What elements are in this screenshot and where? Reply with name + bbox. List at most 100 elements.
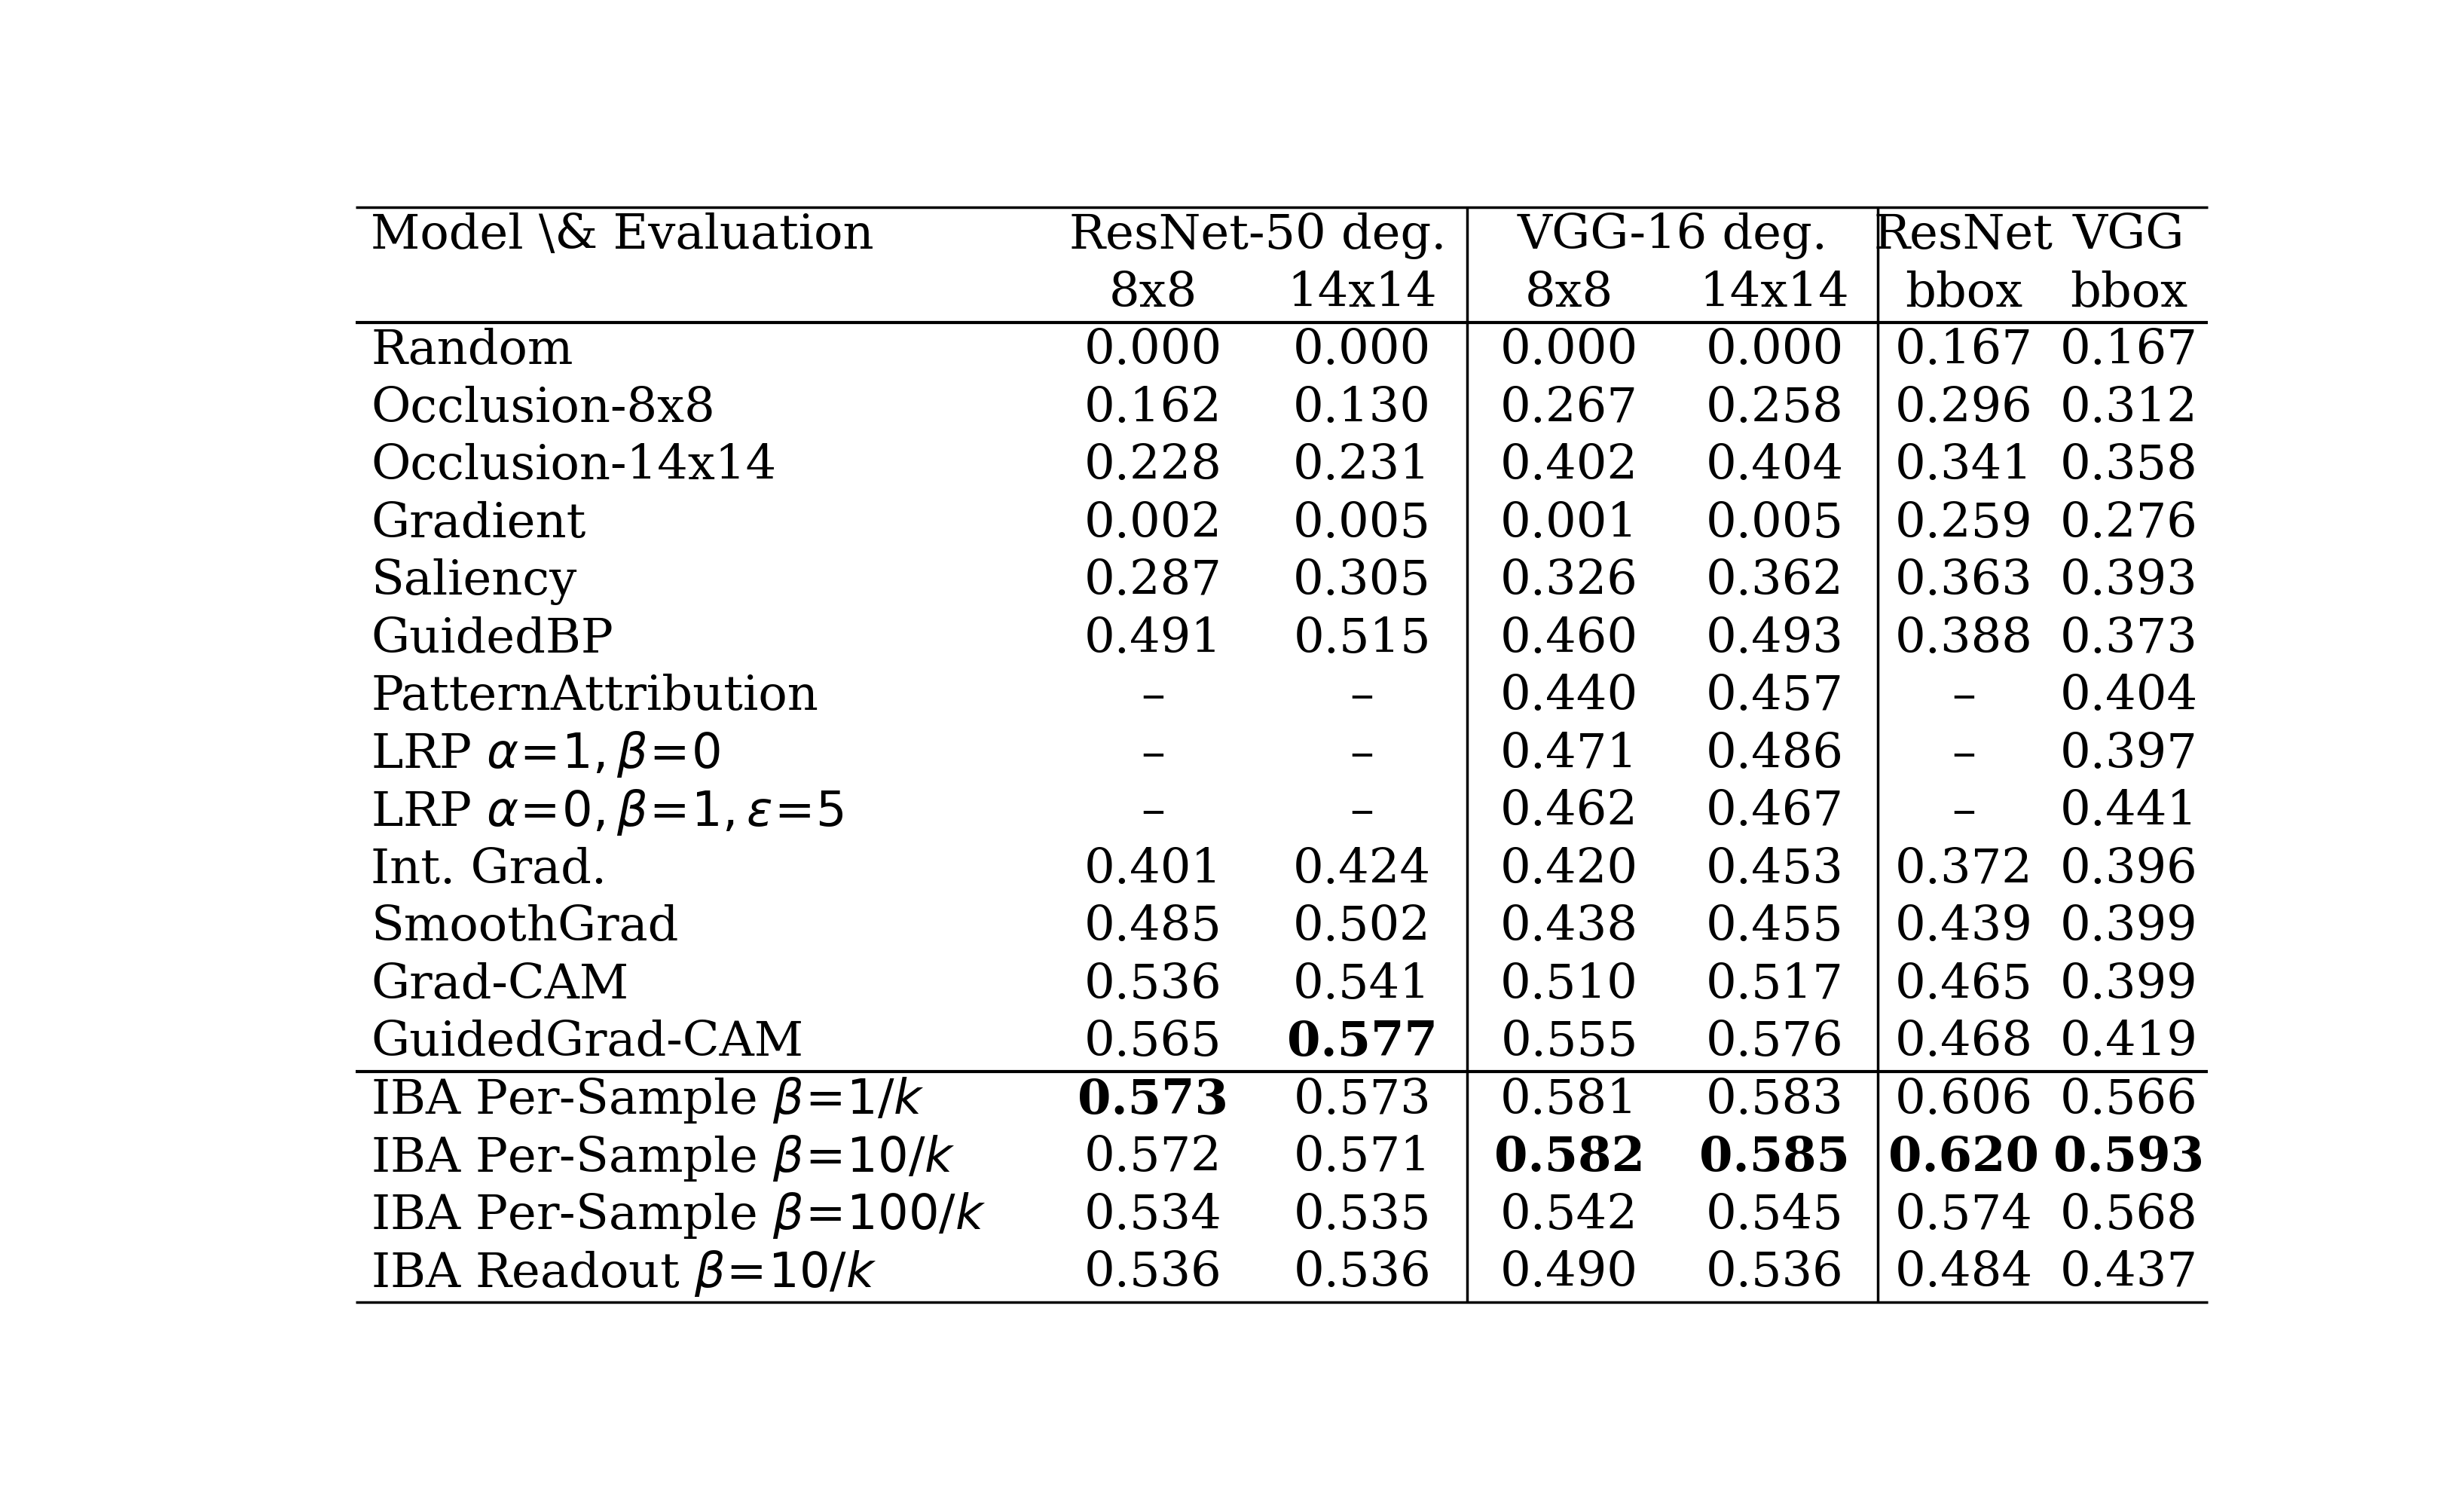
- Text: 0.566: 0.566: [2060, 1077, 2198, 1123]
- Text: 0.457: 0.457: [1705, 673, 1843, 719]
- Text: 0.001: 0.001: [1501, 501, 1639, 547]
- Text: 0.541: 0.541: [1294, 961, 1432, 1008]
- Text: 0.404: 0.404: [2060, 673, 2198, 719]
- Text: 0.545: 0.545: [1705, 1192, 1843, 1238]
- Text: 0.581: 0.581: [1501, 1077, 1639, 1123]
- Text: 0.401: 0.401: [1084, 847, 1222, 893]
- Text: PatternAttribution: PatternAttribution: [372, 673, 818, 719]
- Text: 0.424: 0.424: [1294, 847, 1432, 893]
- Text: Grad-CAM: Grad-CAM: [372, 961, 628, 1008]
- Text: 0.305: 0.305: [1294, 559, 1432, 605]
- Text: 0.397: 0.397: [2060, 731, 2198, 777]
- Text: bbox: bbox: [1905, 270, 2023, 317]
- Text: –: –: [1350, 731, 1375, 777]
- Text: 0.490: 0.490: [1501, 1250, 1639, 1296]
- Text: Gradient: Gradient: [372, 501, 586, 547]
- Text: 0.372: 0.372: [1895, 847, 2033, 893]
- Text: Saliency: Saliency: [372, 559, 577, 605]
- Text: 0.167: 0.167: [1895, 328, 2033, 374]
- Text: 0.555: 0.555: [1501, 1019, 1639, 1065]
- Text: 0.388: 0.388: [1895, 617, 2033, 663]
- Text: 0.373: 0.373: [2060, 617, 2198, 663]
- Text: 0.568: 0.568: [2060, 1192, 2198, 1238]
- Text: –: –: [1350, 673, 1375, 719]
- Text: Model \& Evaluation: Model \& Evaluation: [372, 212, 875, 259]
- Text: 14x14: 14x14: [1286, 270, 1437, 317]
- Text: LRP $\alpha\!=\!1, \beta\!=\!0$: LRP $\alpha\!=\!1, \beta\!=\!0$: [372, 730, 719, 779]
- Text: 0.276: 0.276: [2060, 501, 2198, 547]
- Text: 0.510: 0.510: [1501, 961, 1639, 1008]
- Text: GuidedGrad-CAM: GuidedGrad-CAM: [372, 1019, 803, 1065]
- Text: 0.462: 0.462: [1501, 789, 1639, 835]
- Text: 0.440: 0.440: [1501, 673, 1639, 719]
- Text: 8x8: 8x8: [1109, 270, 1198, 317]
- Text: 0.259: 0.259: [1895, 501, 2033, 547]
- Text: Occlusion-8x8: Occlusion-8x8: [372, 386, 715, 431]
- Text: 0.000: 0.000: [1294, 328, 1432, 374]
- Text: 0.312: 0.312: [2060, 386, 2198, 431]
- Text: 0.460: 0.460: [1501, 617, 1639, 663]
- Text: 0.577: 0.577: [1286, 1019, 1437, 1065]
- Text: IBA Per-Sample $\beta\!=\!10/k$: IBA Per-Sample $\beta\!=\!10/k$: [372, 1132, 956, 1183]
- Text: 0.399: 0.399: [2060, 905, 2198, 951]
- Text: SmoothGrad: SmoothGrad: [372, 905, 678, 951]
- Text: 0.582: 0.582: [1493, 1135, 1643, 1181]
- Text: 0.465: 0.465: [1895, 961, 2033, 1008]
- Text: 0.000: 0.000: [1084, 328, 1222, 374]
- Text: 0.576: 0.576: [1705, 1019, 1843, 1065]
- Text: Random: Random: [372, 328, 574, 374]
- Text: 0.162: 0.162: [1084, 386, 1222, 431]
- Text: –: –: [1141, 731, 1165, 777]
- Text: 0.517: 0.517: [1705, 961, 1843, 1008]
- Text: 0.593: 0.593: [2053, 1135, 2205, 1181]
- Text: Occlusion-14x14: Occlusion-14x14: [372, 443, 776, 489]
- Text: 0.484: 0.484: [1895, 1250, 2033, 1296]
- Text: 0.565: 0.565: [1084, 1019, 1222, 1065]
- Text: –: –: [1141, 789, 1165, 835]
- Text: 14x14: 14x14: [1700, 270, 1850, 317]
- Text: 0.341: 0.341: [1895, 443, 2033, 489]
- Text: 0.419: 0.419: [2060, 1019, 2198, 1065]
- Text: 0.396: 0.396: [2060, 847, 2198, 893]
- Text: 0.606: 0.606: [1895, 1077, 2033, 1123]
- Text: –: –: [1951, 789, 1976, 835]
- Text: Int. Grad.: Int. Grad.: [372, 847, 606, 893]
- Text: 0.167: 0.167: [2060, 328, 2198, 374]
- Text: IBA Readout $\beta\!=\!10/k$: IBA Readout $\beta\!=\!10/k$: [372, 1248, 877, 1297]
- Text: 0.441: 0.441: [2060, 789, 2198, 835]
- Text: 0.493: 0.493: [1705, 617, 1843, 663]
- Text: 0.267: 0.267: [1501, 386, 1639, 431]
- Text: –: –: [1350, 789, 1375, 835]
- Text: 0.420: 0.420: [1501, 847, 1639, 893]
- Text: 0.571: 0.571: [1294, 1135, 1432, 1181]
- Text: 0.572: 0.572: [1084, 1135, 1222, 1181]
- Text: 0.453: 0.453: [1705, 847, 1843, 893]
- Text: 0.000: 0.000: [1705, 328, 1843, 374]
- Text: 0.515: 0.515: [1294, 617, 1432, 663]
- Text: 0.393: 0.393: [2060, 559, 2198, 605]
- Text: 0.574: 0.574: [1895, 1192, 2033, 1238]
- Text: –: –: [1951, 731, 1976, 777]
- Text: GuidedBP: GuidedBP: [372, 617, 614, 663]
- Text: 0.502: 0.502: [1294, 905, 1432, 951]
- Text: –: –: [1141, 673, 1165, 719]
- Text: 0.585: 0.585: [1700, 1135, 1850, 1181]
- Text: ResNet: ResNet: [1875, 212, 2053, 259]
- Text: LRP $\alpha\!=\!0, \beta\!=\!1, \epsilon\!=\!5$: LRP $\alpha\!=\!0, \beta\!=\!1, \epsilon…: [372, 788, 845, 837]
- Text: 0.296: 0.296: [1895, 386, 2033, 431]
- Text: 0.536: 0.536: [1705, 1250, 1843, 1296]
- Text: 0.467: 0.467: [1705, 789, 1843, 835]
- Text: 0.583: 0.583: [1705, 1077, 1843, 1123]
- Text: bbox: bbox: [2070, 270, 2188, 317]
- Text: 0.438: 0.438: [1501, 905, 1639, 951]
- Text: 0.536: 0.536: [1084, 1250, 1222, 1296]
- Text: 0.358: 0.358: [2060, 443, 2198, 489]
- Text: –: –: [1951, 673, 1976, 719]
- Text: 0.362: 0.362: [1705, 559, 1843, 605]
- Text: 0.130: 0.130: [1294, 386, 1432, 431]
- Text: 0.534: 0.534: [1084, 1192, 1222, 1238]
- Text: 0.399: 0.399: [2060, 961, 2198, 1008]
- Text: 0.228: 0.228: [1084, 443, 1222, 489]
- Text: 0.485: 0.485: [1084, 905, 1222, 951]
- Text: 0.471: 0.471: [1501, 731, 1639, 777]
